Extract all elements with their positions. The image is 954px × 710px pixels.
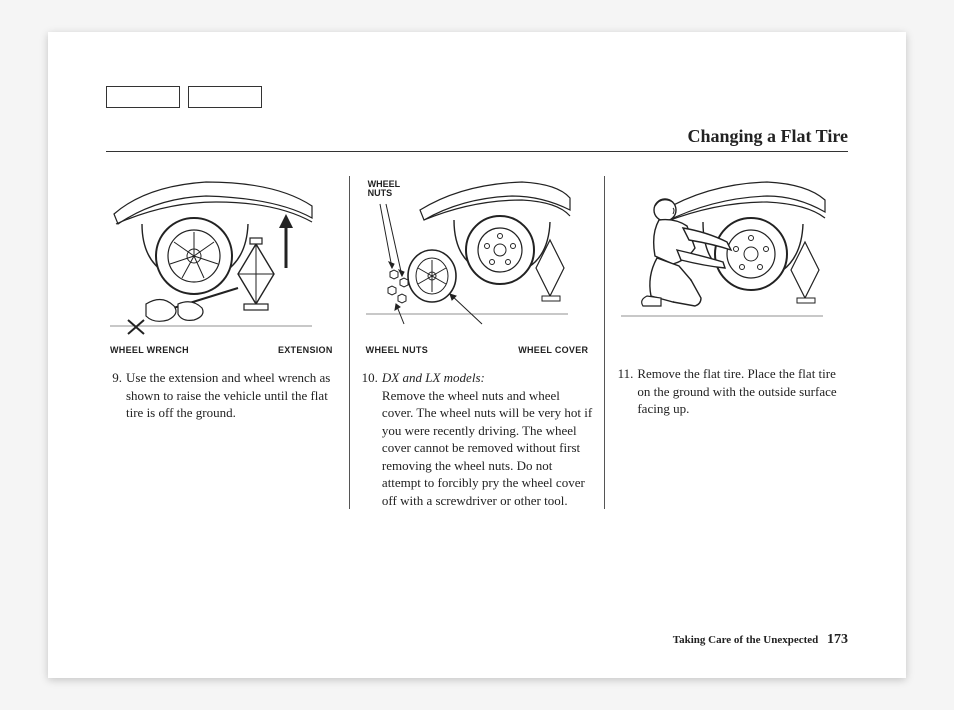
column-1: WHEEL WRENCH EXTENSION 9. Use the extens… (106, 176, 350, 509)
step-11: 11. Remove the flat tire. Place the flat… (617, 365, 848, 418)
header-box (106, 86, 180, 108)
caption-row-2: WHEEL NUTS WHEEL COVER (362, 345, 593, 355)
title-row: Changing a Flat Tire (106, 126, 848, 152)
header-box (188, 86, 262, 108)
caption-extension: EXTENSION (278, 345, 333, 355)
label-wheel-nuts-top: WHEEL NUTS (368, 180, 401, 199)
step-number: 9. (106, 369, 126, 422)
illustration-jack (106, 176, 316, 341)
footer-page-number: 173 (827, 632, 848, 647)
step-number: 10. (362, 369, 382, 509)
caption-wheel-cover: WHEEL COVER (518, 345, 588, 355)
column-2: WHEEL NUTS (350, 176, 606, 509)
illustration-wheel-nuts: WHEEL NUTS (362, 176, 572, 341)
header-boxes (106, 86, 848, 108)
illustration-remove-tire (617, 176, 827, 341)
page: Changing a Flat Tire (48, 32, 906, 678)
column-3: 11. Remove the flat tire. Place the flat… (605, 176, 848, 509)
page-title: Changing a Flat Tire (687, 126, 848, 146)
step-body: Remove the wheel nuts and wheel cover. T… (382, 388, 592, 508)
step-10: 10. DX and LX models: Remove the wheel n… (362, 369, 593, 509)
step-number: 11. (617, 365, 637, 418)
caption-wheel-nuts: WHEEL NUTS (366, 345, 428, 355)
footer-section: Taking Care of the Unexpected (673, 634, 818, 646)
step-italic: DX and LX models: (382, 370, 485, 385)
page-footer: Taking Care of the Unexpected 173 (673, 632, 848, 648)
step-text: Use the extension and wheel wrench as sh… (126, 369, 337, 422)
step-text: DX and LX models: Remove the wheel nuts … (382, 369, 592, 509)
caption-wheel-wrench: WHEEL WRENCH (110, 345, 189, 355)
caption-row-1: WHEEL WRENCH EXTENSION (106, 345, 337, 355)
content-columns: WHEEL WRENCH EXTENSION 9. Use the extens… (106, 176, 848, 509)
step-9: 9. Use the extension and wheel wrench as… (106, 369, 337, 422)
step-text: Remove the flat tire. Place the flat tir… (637, 365, 848, 418)
